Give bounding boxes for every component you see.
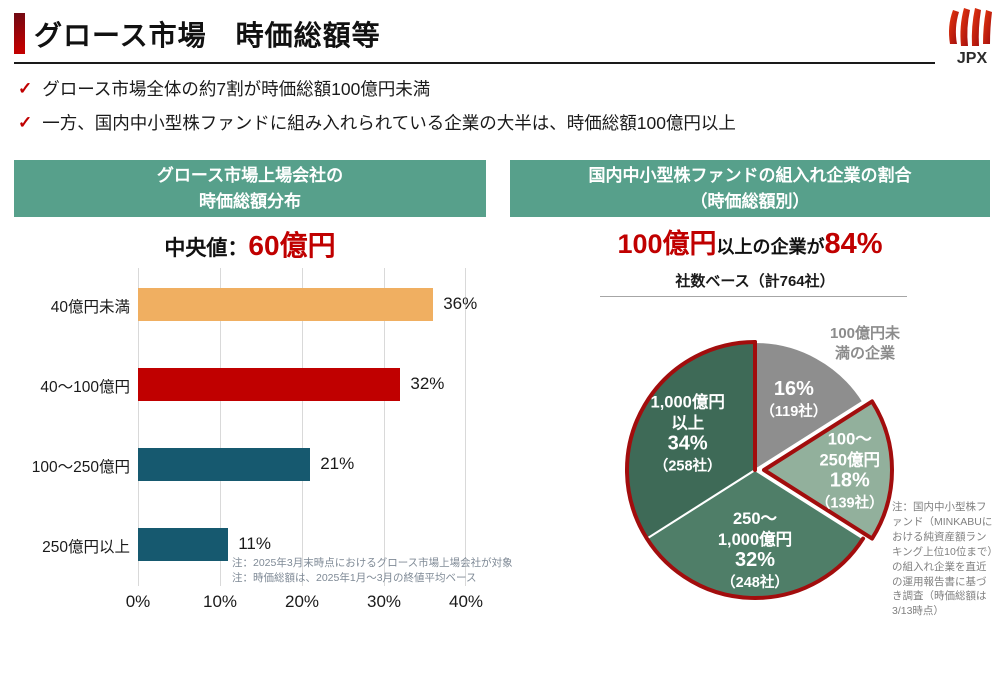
x-axis-tick: 40% (448, 592, 484, 611)
bar-chart-notes: 注：2025年3月末時点におけるグロース市場上場会社が対象 注：時価総額は、20… (232, 556, 522, 586)
check-icon: ✓ (18, 113, 33, 132)
x-axis-tick: 20% (284, 592, 320, 611)
bullet-2: ✓ 一方、国内中小型株ファンドに組み入れられている企業の大半は、時価総額100億… (18, 112, 736, 135)
bar-chart-note-1: 注：2025年3月末時点におけるグロース市場上場会社が対象 (232, 557, 513, 569)
pie-callout-label: 100億円未 満の企業 (810, 324, 920, 363)
right-panel-header-line1: 国内中小型株ファンドの組入れ企業の割合 (588, 166, 912, 185)
gridline (220, 268, 221, 586)
bar-category-label: 40～100億円 (40, 379, 130, 396)
bar-value-label: 11% (238, 534, 271, 553)
bullet-1-text: グロース市場全体の約7割が時価総額100億円未満 (42, 79, 431, 99)
pie-slice-label-2: 250～ 1,000億円 32%（248社） (718, 510, 792, 591)
title-underline (14, 62, 935, 64)
bar-3 (138, 528, 229, 561)
x-axis-tick: 10% (202, 592, 238, 611)
x-axis-tick: 0% (125, 592, 151, 611)
bar-2 (138, 448, 311, 481)
gridline (384, 268, 385, 586)
header: グロース市場 時価総額等 (14, 13, 381, 54)
pie-slice-label-3: 1,000億円以上 34%（258社） (651, 392, 725, 475)
right-panel-header-line2: （時価総額別） (690, 191, 810, 211)
headline-prefix: 100億円 (617, 229, 717, 259)
pie-slice-label-1: 100～ 250億円 18%（139社） (816, 431, 884, 512)
median-headline: 中央値：60億円 (14, 224, 486, 264)
bar-0 (138, 288, 434, 321)
pie-subtitle-underline (600, 296, 907, 297)
left-panel-header-line1: グロース市場上場会社の (156, 166, 344, 185)
headline-value: 84% (824, 228, 883, 260)
headline-middle: 以上の企業が (716, 237, 825, 257)
pie-note: 注：国内中小型株ファンド（MINKABUにおける純資産額ランキング上位10位まで… (892, 501, 993, 618)
pie-callout-line1: 100億円未 (829, 325, 901, 342)
right-headline: 100億円以上の企業が84% (510, 222, 990, 261)
jpx-logo-icon: JPX (949, 8, 992, 66)
pie-chart: 16%（119社） 100～ 250億円 18%（139社） 250～ 1,000億円 32… (625, 340, 894, 600)
bar-chart: 36% 32% 21% 11% (138, 268, 477, 586)
pie-callout-line2: 満の企業 (834, 344, 895, 362)
x-axis-tick: 30% (366, 592, 402, 611)
bullet-2-text: 一方、国内中小型株ファンドに組み入れられている企業の大半は、時価総額100億円以… (42, 113, 736, 133)
pie-slice-label-0: 16%（119社） (760, 378, 827, 420)
check-icon: ✓ (18, 79, 33, 98)
left-panel-header: グロース市場上場会社の 時価総額分布 (14, 160, 486, 217)
right-panel-header: 国内中小型株ファンドの組入れ企業の割合 （時価総額別） (510, 160, 990, 217)
bullet-1: ✓ グロース市場全体の約7割が時価総額100億円未満 (18, 78, 430, 101)
bar-category-label: 40億円未満 (50, 299, 130, 316)
gridline (138, 268, 139, 586)
pie-highlight-outline (625, 340, 894, 600)
jpx-logo-text: JPX (957, 50, 988, 66)
pie-subtitle: 社数ベース（計764社） (675, 273, 835, 290)
title-accent-bar (14, 13, 25, 54)
bar-category-label: 100～250億円 (31, 459, 130, 476)
left-panel-header-line2: 時価総額分布 (199, 191, 301, 211)
median-label: 中央値： (164, 237, 249, 260)
median-value: 60億円 (248, 230, 336, 261)
page-title: グロース市場 時価総額等 (34, 19, 381, 51)
bar-value-label: 36% (443, 294, 478, 313)
bar-value-label: 32% (410, 374, 445, 393)
gridline (302, 268, 303, 586)
pie-slice-0 (754, 341, 865, 471)
gridline (465, 268, 466, 586)
bar-chart-note-2: 注：時価総額は、2025年1月～3月の終値平均ベース (232, 572, 477, 585)
bar-value-label: 21% (320, 454, 355, 473)
bar-1 (138, 368, 401, 401)
bar-category-label: 250億円以上 (42, 539, 130, 556)
